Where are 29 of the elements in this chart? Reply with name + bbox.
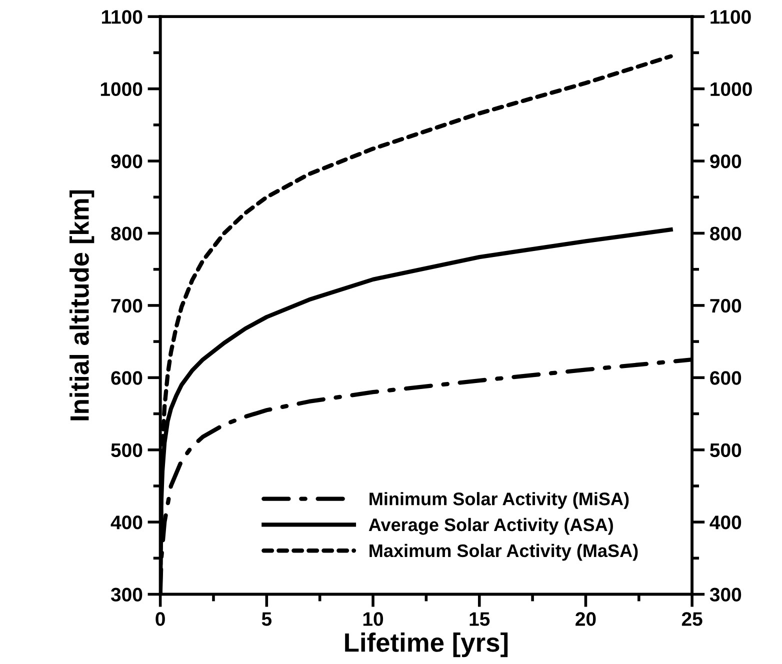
y-tick-label: 700 [111, 298, 142, 313]
y-tick-label: 400 [110, 516, 142, 530]
y2-tick-label: 600 [710, 371, 742, 385]
y-tick-label: 900 [111, 154, 142, 168]
y-tick-label: 800 [111, 226, 142, 240]
y-tick-label: 1000 [100, 82, 142, 96]
y2-tick-label: 500 [710, 443, 742, 458]
legend-label: Minimum Solar Activity (MiSA) [370, 492, 629, 509]
y-tick-label: 500 [111, 443, 142, 458]
y2-tick-label: 800 [710, 226, 742, 240]
y2-tick-label: 300 [710, 588, 742, 602]
x-axis-title: Lifetime [yrs] [345, 632, 508, 658]
y2-tick-label: 1100 [710, 10, 751, 24]
y2-tick-label: 700 [710, 298, 742, 313]
x-tick-label: 10 [363, 612, 384, 626]
y2-tick-label: 900 [710, 154, 742, 168]
x-tick-label: 0 [156, 612, 165, 626]
legend-label: Average Solar Activity (ASA) [368, 518, 613, 535]
y-axis-title: Initial altitude [km] [70, 190, 94, 420]
y-tick-label: 1100 [102, 10, 142, 24]
x-tick-label: 5 [262, 612, 272, 626]
y2-tick-label: 400 [710, 516, 742, 530]
y-tick-label: 300 [110, 588, 142, 602]
x-tick-label: 15 [470, 612, 490, 626]
y-tick-label: 600 [111, 371, 142, 385]
x-tick-label: 20 [576, 612, 596, 626]
y2-tick-label: 1000 [710, 82, 752, 96]
legend-label: Maximum Solar Activity (MaSA) [370, 544, 638, 561]
x-tick-label: 25 [682, 612, 702, 626]
